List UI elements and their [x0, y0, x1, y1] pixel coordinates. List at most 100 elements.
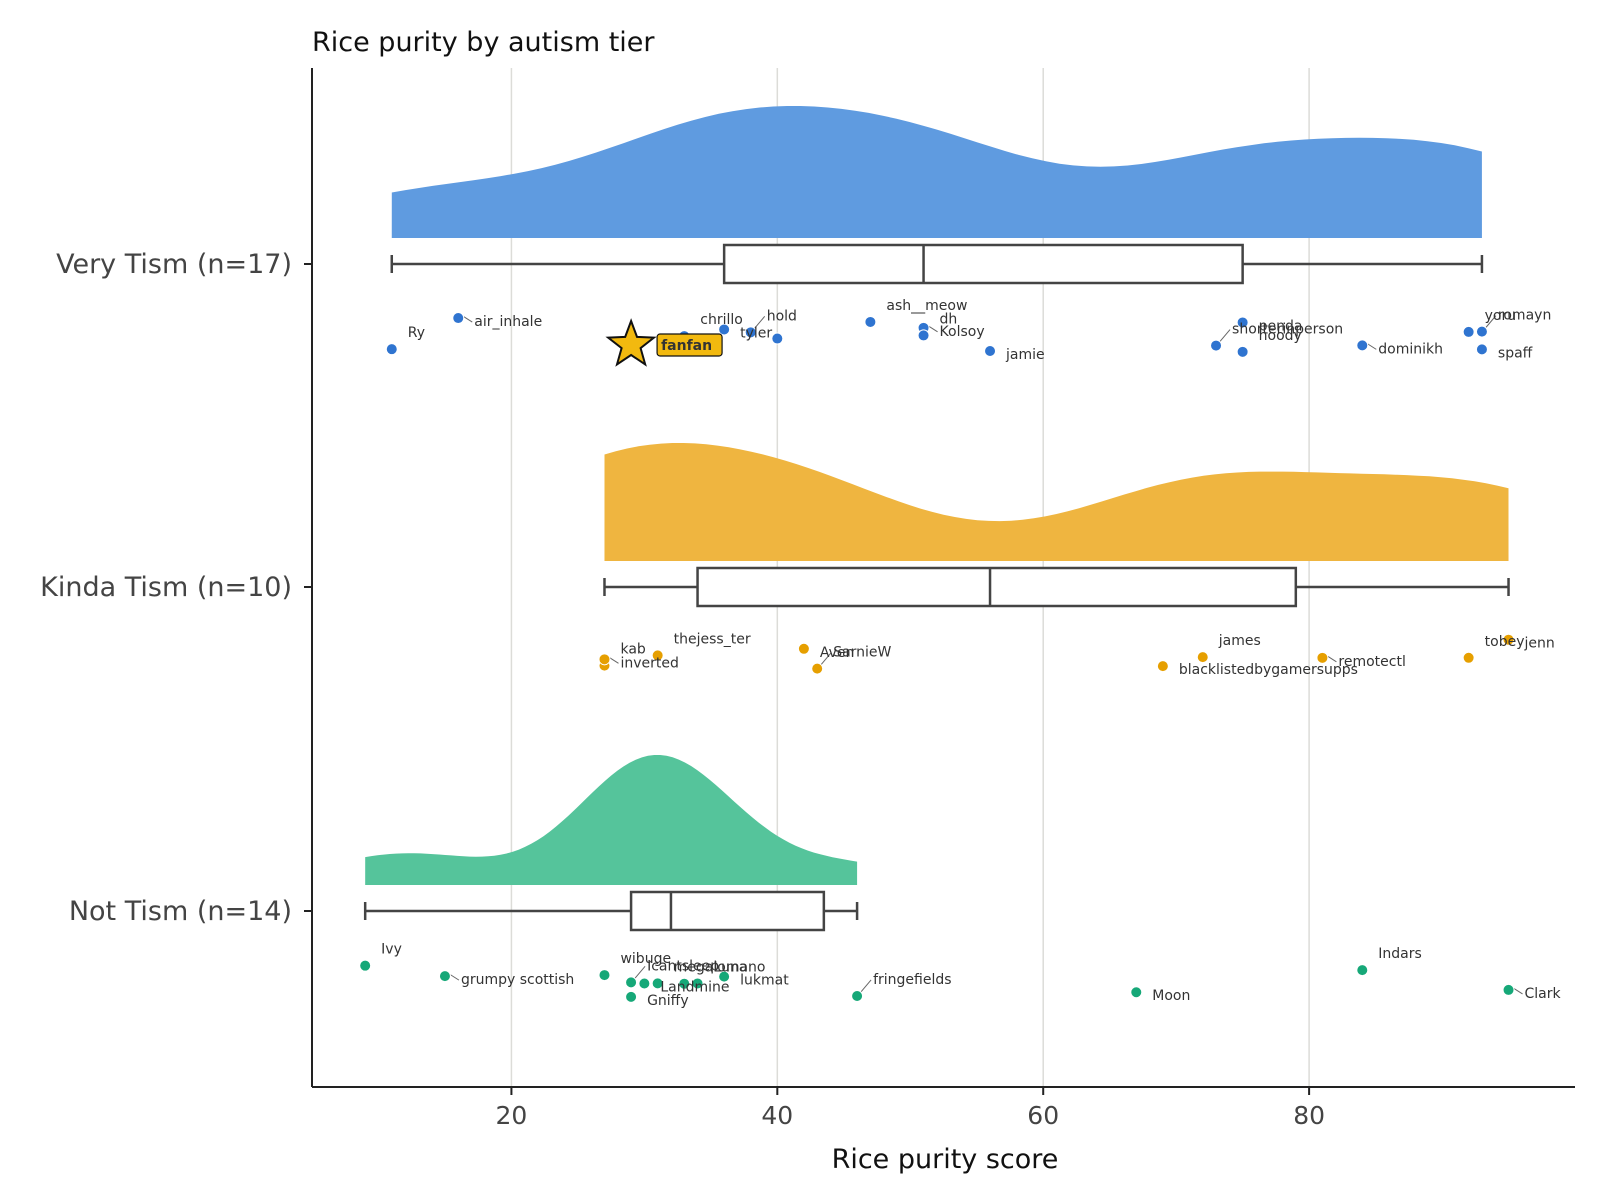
data-point: [1196, 651, 1209, 664]
point-label: Landmine: [660, 979, 729, 995]
point-label: Indars: [1378, 946, 1422, 962]
point-label: Ivy: [381, 942, 402, 958]
density-cloud: [365, 755, 858, 885]
point-label: james: [1218, 633, 1261, 649]
density-cloud: [604, 443, 1509, 561]
x-tick-label: 20: [496, 1101, 528, 1130]
category-label: Very Tism (n=17): [56, 249, 292, 280]
point-label: blacklistedbygamersupps: [1179, 662, 1358, 678]
data-point: [598, 653, 611, 666]
point-label: shorterinperson: [1232, 322, 1343, 338]
point-label: Icantsleep: [647, 958, 719, 974]
box: [629, 890, 826, 932]
data-point: [1475, 325, 1488, 338]
data-point: [678, 977, 691, 990]
label-leaders: [447, 314, 1523, 995]
highlight-label: fanfan: [661, 338, 712, 354]
data-point: [917, 329, 930, 342]
data-point: [691, 977, 704, 990]
axes: 20 40 60 80 Very Tism (n=17) Kinda Tism (n=10…: [40, 68, 1575, 1130]
data-point: [744, 326, 757, 339]
data-point: [625, 990, 638, 1003]
data-point: [984, 344, 997, 357]
point-label: penda: [1259, 318, 1303, 334]
box: [722, 243, 1244, 285]
label-leader: [633, 966, 646, 980]
point-label: jenn: [1524, 636, 1555, 652]
data-point: [771, 332, 784, 345]
point-label: romayn: [1498, 308, 1551, 324]
x-tick-label: 60: [1027, 1101, 1059, 1130]
point-label: fringefields: [873, 972, 951, 988]
point-label: Kolsoy: [940, 324, 985, 340]
data-point: [811, 662, 824, 675]
data-point: [359, 959, 372, 972]
point-label: inverted: [620, 655, 678, 671]
data-point: [718, 970, 731, 983]
data-point: [1316, 651, 1329, 664]
density-cloud: [391, 106, 1482, 238]
data-point: [438, 970, 451, 983]
highlight-label-box: [656, 333, 723, 357]
data-point: [625, 976, 638, 989]
chart-title: Rice purity by autism tier: [312, 27, 655, 58]
label-leader: [1218, 329, 1231, 343]
data-point: [718, 323, 731, 336]
x-tick-label: 40: [761, 1101, 793, 1130]
highlight-star: [605, 318, 657, 367]
point-label: tobey: [1485, 634, 1525, 650]
data-point: [651, 977, 664, 990]
point-label: spaff: [1498, 345, 1533, 361]
label-leader: [753, 316, 766, 330]
point-label: ash__meow: [886, 298, 967, 314]
label-leader: [1484, 315, 1497, 329]
point-label: yoru: [1485, 308, 1516, 324]
data-point: [1462, 325, 1475, 338]
point-label: dominikh: [1378, 341, 1443, 357]
point-label: megalomano: [674, 959, 766, 975]
data-point: [1210, 339, 1223, 352]
data-point: [638, 977, 651, 990]
point-label: thejess_ter: [674, 631, 751, 647]
data-point: [1475, 343, 1488, 356]
data-point: [1236, 345, 1249, 358]
data-point: [385, 343, 398, 356]
data-point: [1130, 986, 1143, 999]
point-label: chrillo: [700, 312, 743, 328]
label-leader: [859, 979, 872, 994]
point-label: tyler: [740, 325, 772, 341]
data-point: [1236, 316, 1249, 329]
label-leader: [819, 652, 832, 666]
x-tick-label: 80: [1293, 1101, 1325, 1130]
point-label: kab: [620, 642, 645, 658]
data-point: [1356, 339, 1369, 352]
point-label: Moon: [1152, 988, 1190, 1004]
data-point: [1156, 660, 1169, 673]
point-label: remotectl: [1338, 654, 1405, 670]
x-axis-label: Rice purity score: [832, 1144, 1059, 1175]
point-label: Ry: [408, 325, 425, 341]
data-point: [452, 312, 465, 325]
data-point: [851, 989, 864, 1002]
data-point: [651, 649, 664, 662]
point-label: dh: [940, 311, 958, 327]
data-point: [797, 642, 810, 655]
point-label: lukmat: [740, 973, 789, 989]
point-label: Luna: [714, 959, 748, 975]
category-label: Kinda Tism (n=10): [40, 572, 292, 603]
data-point: [1502, 633, 1515, 646]
point-label: SarnieW: [833, 645, 891, 661]
point-label: hoody: [1259, 328, 1302, 344]
data-points: [359, 312, 1515, 1003]
point-label: hold: [767, 308, 797, 324]
point-label: Gniffy: [647, 993, 689, 1009]
boxplots: [363, 243, 1510, 932]
data-point: [864, 315, 877, 328]
box: [696, 566, 1298, 608]
density-clouds: [365, 106, 1509, 885]
data-point: [1356, 964, 1369, 977]
data-point: [598, 969, 611, 982]
category-label: Not Tism (n=14): [69, 896, 292, 927]
